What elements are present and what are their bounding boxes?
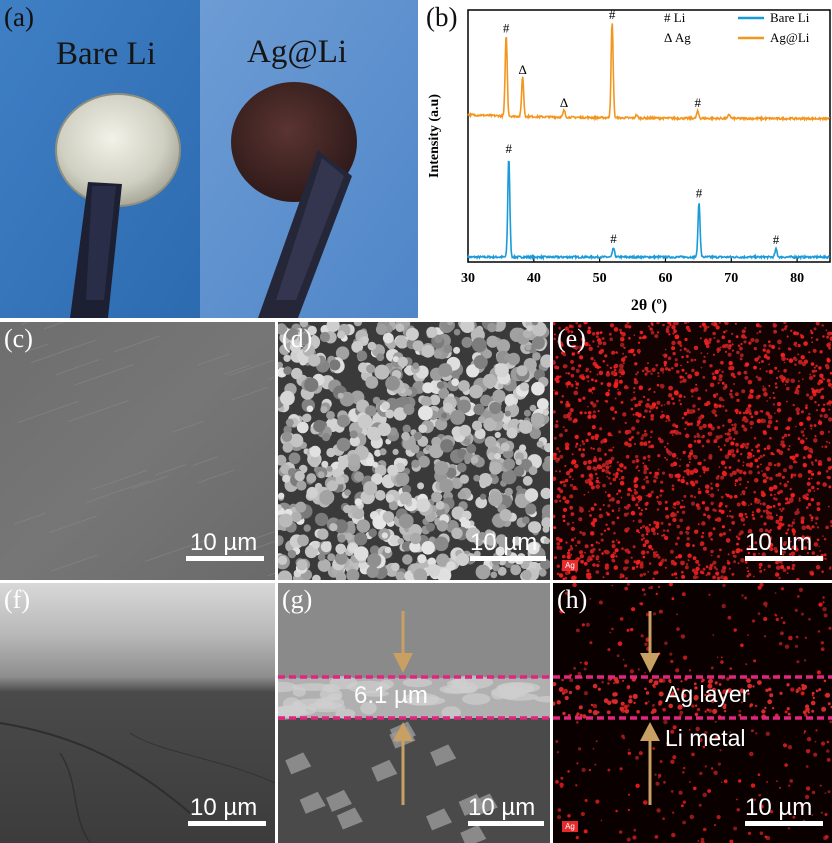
scale-text: 10 µm xyxy=(470,529,538,556)
x-tick-label: 60 xyxy=(658,271,672,286)
peak-marker: # xyxy=(696,186,703,201)
panel-e-label: (e) xyxy=(557,324,586,353)
ag-element-tag: Ag xyxy=(562,560,578,571)
ag-li-caption: Ag@Li xyxy=(247,34,348,70)
scale-text: 10 µm xyxy=(190,794,258,821)
panel-g-label: (g) xyxy=(282,585,313,614)
marker-legend-entry: # Li xyxy=(664,10,686,25)
scale-text: 10 µm xyxy=(468,794,536,821)
x-tick-label: 30 xyxy=(461,271,475,286)
y-axis-label: Intensity (a.u) xyxy=(427,94,442,178)
peak-marker: Δ xyxy=(518,62,526,77)
plot-frame xyxy=(467,9,831,263)
scale-bar xyxy=(745,821,823,826)
peak-marker: Δ xyxy=(560,95,568,110)
arrow-down-head xyxy=(393,653,413,673)
x-axis-label: 2θ (º) xyxy=(631,297,667,314)
series-line xyxy=(467,23,830,123)
panel-d-sem: (d) 10 µm xyxy=(278,322,550,580)
panel-h-eds: (h) Ag layer Li metal Ag 10 µm xyxy=(553,583,832,843)
legend-entry: Bare Li xyxy=(770,10,810,25)
ag-element-tag: Ag xyxy=(562,821,578,832)
x-tick-label: 40 xyxy=(527,271,541,286)
panel-g-sem: (g) 6.1 µm 10 µm xyxy=(278,583,550,843)
series-line xyxy=(467,160,831,261)
panel-a-photo: (a) Bare Li Ag@Li xyxy=(0,0,418,318)
li-metal-label: Li metal xyxy=(665,725,746,751)
scale-bar xyxy=(470,556,546,561)
x-tick-label: 80 xyxy=(790,271,804,286)
arrow-up-head xyxy=(640,722,660,741)
sem-smooth-surface xyxy=(0,322,275,580)
panel-b-label: (b) xyxy=(426,2,458,32)
panel-c-label: (c) xyxy=(4,324,33,353)
peak-marker: # xyxy=(503,21,510,36)
arrow-up-head xyxy=(393,722,413,741)
panel-c-sem: (c) 10 µm xyxy=(0,322,275,580)
ag-layer-label: Ag layer xyxy=(665,681,750,707)
peak-marker: # xyxy=(609,7,616,22)
panel-b-chart: (b) 30 40 50 60 70 80 2θ (º) Intensity (a.u) # # #… xyxy=(420,0,832,320)
scale-text: 10 µm xyxy=(745,529,813,556)
eds-cross-section-map xyxy=(553,583,832,843)
layer-thickness: 6.1 µm xyxy=(354,682,428,709)
sem-cross-section xyxy=(0,583,275,843)
scale-bar xyxy=(188,821,266,826)
peak-marker: # xyxy=(506,141,513,156)
legend-entry: Ag@Li xyxy=(770,30,810,45)
scale-text: 10 µm xyxy=(190,529,258,556)
photo-illustration xyxy=(0,0,418,318)
panel-a-label: (a) xyxy=(4,2,34,32)
scale-bar xyxy=(186,556,264,561)
panel-f-label: (f) xyxy=(4,585,30,614)
peak-marker: # xyxy=(773,232,780,247)
x-tick-label: 70 xyxy=(724,271,738,286)
bare-li-caption: Bare Li xyxy=(56,36,156,72)
scale-bar xyxy=(468,821,544,826)
peak-marker: # xyxy=(610,231,617,246)
arrow-down-head xyxy=(640,653,660,673)
panel-e-eds: (e) Ag 10 µm xyxy=(553,322,832,580)
panel-h-label: (h) xyxy=(557,585,588,614)
scale-text: 10 µm xyxy=(745,794,813,821)
marker-legend-entry: Δ Ag xyxy=(664,30,691,45)
eds-ag-map xyxy=(553,322,832,580)
sem-layer-cross-section xyxy=(278,583,550,843)
peak-marker: # xyxy=(694,95,701,110)
scale-bar xyxy=(745,556,823,561)
x-tick-label: 50 xyxy=(593,271,607,286)
panel-d-label: (d) xyxy=(282,324,313,353)
xrd-chart: 30 40 50 60 70 80 2θ (º) Intensity (a.u) # # # # # Δ Δ… xyxy=(427,7,831,314)
panel-f-sem: (f) 10 µm xyxy=(0,583,275,843)
